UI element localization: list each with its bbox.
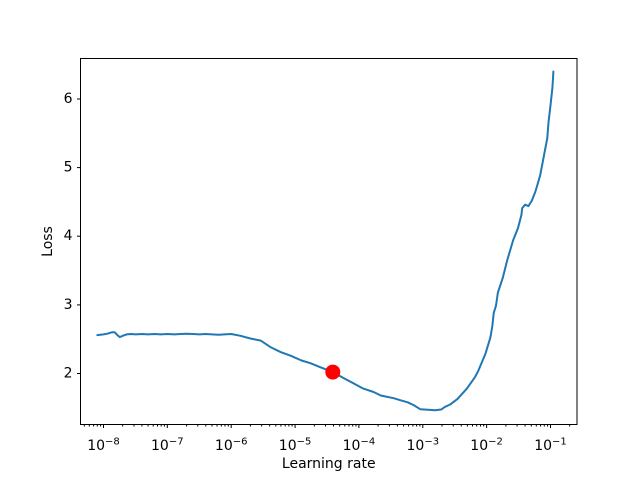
x-tick-label: 10−1 (534, 437, 567, 455)
x-tick-labels: 10−8 10−7 10−6 10−5 10−4 10−3 10−2 10−1 (87, 437, 567, 455)
y-tick-label: 3 (64, 297, 73, 313)
x-major-ticks (103, 424, 551, 428)
loss-curve (96, 70, 555, 412)
x-axis-label: Learning rate (282, 456, 376, 472)
x-tick-label: 10−3 (407, 437, 440, 455)
x-tick-label: 10−8 (87, 437, 120, 455)
y-tick-label: 6 (64, 91, 73, 107)
y-axis-label: Loss (40, 226, 56, 257)
y-tick-label: 2 (64, 366, 73, 382)
y-tick-label: 4 (64, 228, 73, 244)
plot-area (80, 58, 578, 425)
x-tick-label: 10−2 (470, 437, 503, 455)
suggested-lr-marker (325, 364, 341, 380)
y-tick-label: 5 (64, 160, 73, 176)
x-tick-label: 10−7 (151, 437, 184, 455)
x-tick-label: 10−6 (215, 437, 248, 455)
x-tick-label: 10−5 (279, 437, 312, 455)
y-tick-labels: 2 3 4 5 6 (64, 91, 73, 382)
y-major-ticks (77, 98, 81, 374)
x-tick-label: 10−4 (343, 437, 376, 455)
